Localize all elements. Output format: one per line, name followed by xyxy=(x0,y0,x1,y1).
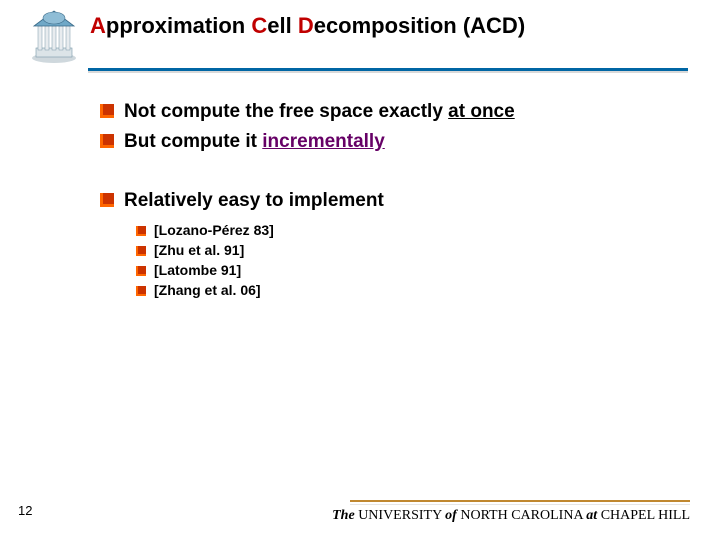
bullet-icon xyxy=(100,193,114,207)
bullet-text: Relatively easy to implement xyxy=(124,188,384,214)
bullet-icon xyxy=(136,286,146,296)
list-item: [Lozano-Pérez 83] xyxy=(136,222,692,238)
bullet-item: But compute it incrementally xyxy=(100,129,692,155)
reference-text: [Zhu et al. 91] xyxy=(154,242,244,258)
bullet-item: Relatively easy to implement xyxy=(100,188,692,214)
bullet-icon xyxy=(136,226,146,236)
title-rule xyxy=(88,68,688,73)
title-block: Approximation Cell Decomposition (ACD) xyxy=(90,12,692,40)
footer-rule xyxy=(350,500,690,502)
content-area: Not compute the free space exactly at on… xyxy=(100,99,692,298)
reference-text: [Lozano-Pérez 83] xyxy=(154,222,274,238)
bullet-icon xyxy=(136,246,146,256)
bullet-item: Not compute the free space exactly at on… xyxy=(100,99,692,125)
header: Approximation Cell Decomposition (ACD) xyxy=(28,12,692,64)
slide-title: Approximation Cell Decomposition (ACD) xyxy=(90,12,692,40)
list-item: [Zhu et al. 91] xyxy=(136,242,692,258)
bullet-icon xyxy=(100,104,114,118)
bullet-icon xyxy=(100,134,114,148)
reference-text: [Latombe 91] xyxy=(154,262,241,278)
footer: The UNIVERSITY of NORTH CAROLINA at CHAP… xyxy=(332,500,690,524)
reference-text: [Zhang et al. 06] xyxy=(154,282,261,298)
footer-text: The UNIVERSITY of NORTH CAROLINA at CHAP… xyxy=(332,508,690,524)
page-number: 12 xyxy=(18,503,32,518)
unc-well-logo xyxy=(28,8,80,64)
list-item: [Latombe 91] xyxy=(136,262,692,278)
bullet-icon xyxy=(136,266,146,276)
slide: Approximation Cell Decomposition (ACD) N… xyxy=(0,0,720,540)
bullet-text: Not compute the free space exactly at on… xyxy=(124,99,515,125)
list-item: [Zhang et al. 06] xyxy=(136,282,692,298)
reference-list: [Lozano-Pérez 83] [Zhu et al. 91] [Latom… xyxy=(136,222,692,298)
bullet-text: But compute it incrementally xyxy=(124,129,385,155)
